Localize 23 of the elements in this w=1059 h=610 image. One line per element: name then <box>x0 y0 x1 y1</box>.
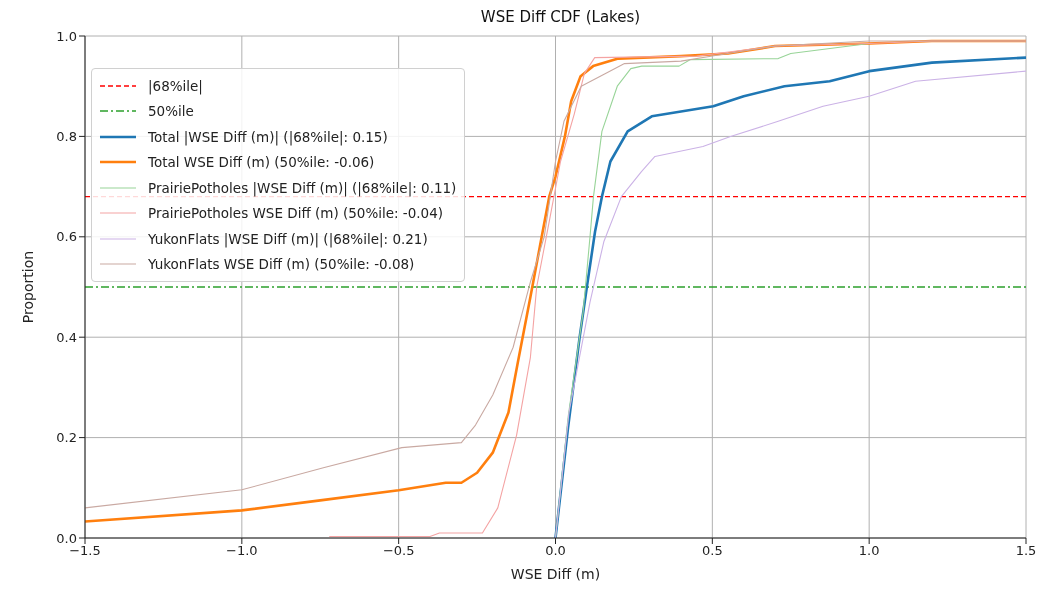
legend-label: YukonFlats WSE Diff (m) (50%ile: -0.08) <box>148 256 415 273</box>
y-tick-label: 0.4 <box>56 329 77 345</box>
x-tick-label: −0.5 <box>382 543 415 559</box>
x-tick-label: 0.5 <box>701 543 723 559</box>
x-tick-label: −1.0 <box>226 543 258 559</box>
x-tick-label: 1.5 <box>1015 543 1037 559</box>
x-tick-label: 1.0 <box>858 543 880 559</box>
legend-label: Total WSE Diff (m) (50%ile: -0.06) <box>148 154 375 171</box>
chart-title: WSE Diff CDF (Lakes) <box>480 8 641 26</box>
legend-label: PrairiePotholes |WSE Diff (m)| (|68%ile|: 0.11) <box>148 179 457 196</box>
x-tick-label: −1.5 <box>69 543 101 559</box>
legend-label: |68%ile| <box>148 77 203 94</box>
legend-label: PrairiePotholes WSE Diff (m) (50%ile: -0.04) <box>148 205 444 222</box>
legend-label: Total |WSE Diff (m)| (|68%ile|: 0.15) <box>148 128 388 145</box>
x-axis-title: WSE Diff (m) <box>510 566 601 582</box>
y-tick-label: 0.8 <box>56 129 77 145</box>
legend-label: 50%ile <box>148 103 194 120</box>
y-axis-title: Proportion <box>19 250 36 324</box>
y-tick-label: 0.2 <box>56 430 77 446</box>
y-tick-label: 0.0 <box>56 530 77 546</box>
legend-label: YukonFlats |WSE Diff (m)| (|68%ile|: 0.21) <box>148 230 428 247</box>
y-tick-label: 0.6 <box>56 229 77 245</box>
x-tick-label: 0.0 <box>545 543 566 559</box>
